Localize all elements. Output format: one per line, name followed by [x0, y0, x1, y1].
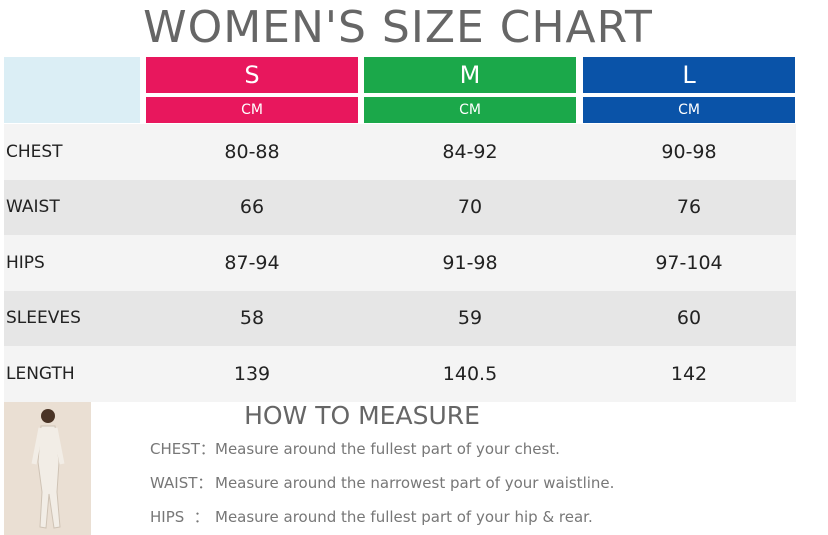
row-label: HIPS	[6, 252, 45, 273]
table-row	[4, 346, 796, 402]
unit-header: CM	[364, 97, 576, 123]
cell-value: 139	[233, 362, 271, 385]
header-corner	[4, 57, 140, 123]
cell-value: 140.5	[442, 362, 498, 385]
row-label: WAIST	[6, 197, 60, 218]
cell-value: 59	[457, 307, 483, 330]
cell-value: 60	[676, 307, 702, 330]
cell-value: 66	[239, 196, 265, 219]
unit-header: CM	[146, 97, 358, 123]
size-header: M	[364, 57, 576, 93]
measure-text: Measure around the narrowest part of you…	[215, 474, 615, 492]
size-header: L	[583, 57, 795, 93]
row-label: CHEST	[6, 141, 63, 162]
table-row	[4, 124, 796, 180]
cell-value: 142	[670, 362, 708, 385]
unit-header: CM	[583, 97, 795, 123]
cell-value: 76	[676, 196, 702, 219]
cell-value: 58	[239, 307, 265, 330]
cell-value: 80-88	[224, 140, 280, 163]
table-row	[4, 235, 796, 291]
size-header: S	[146, 57, 358, 93]
table-row	[4, 179, 796, 235]
measure-title: HOW TO MEASURE	[244, 401, 480, 430]
measure-label: HIPS ：	[150, 508, 209, 526]
row-label: LENGTH	[6, 363, 75, 384]
cell-value: 91-98	[442, 251, 498, 274]
measure-label: CHEST：	[150, 440, 215, 458]
cell-value: 97-104	[655, 251, 723, 274]
table-row	[4, 290, 796, 346]
title: WOMEN'S SIZE CHART	[143, 2, 653, 53]
cell-value: 70	[457, 196, 483, 219]
model-photo	[4, 402, 91, 535]
row-label: SLEEVES	[6, 308, 81, 329]
measure-label: WAIST：	[150, 474, 213, 492]
cell-value: 87-94	[224, 251, 280, 274]
cell-value: 90-98	[661, 140, 717, 163]
measure-text: Measure around the fullest part of your …	[215, 508, 593, 526]
cell-value: 84-92	[442, 140, 498, 163]
measure-text: Measure around the fullest part of your …	[215, 440, 560, 458]
